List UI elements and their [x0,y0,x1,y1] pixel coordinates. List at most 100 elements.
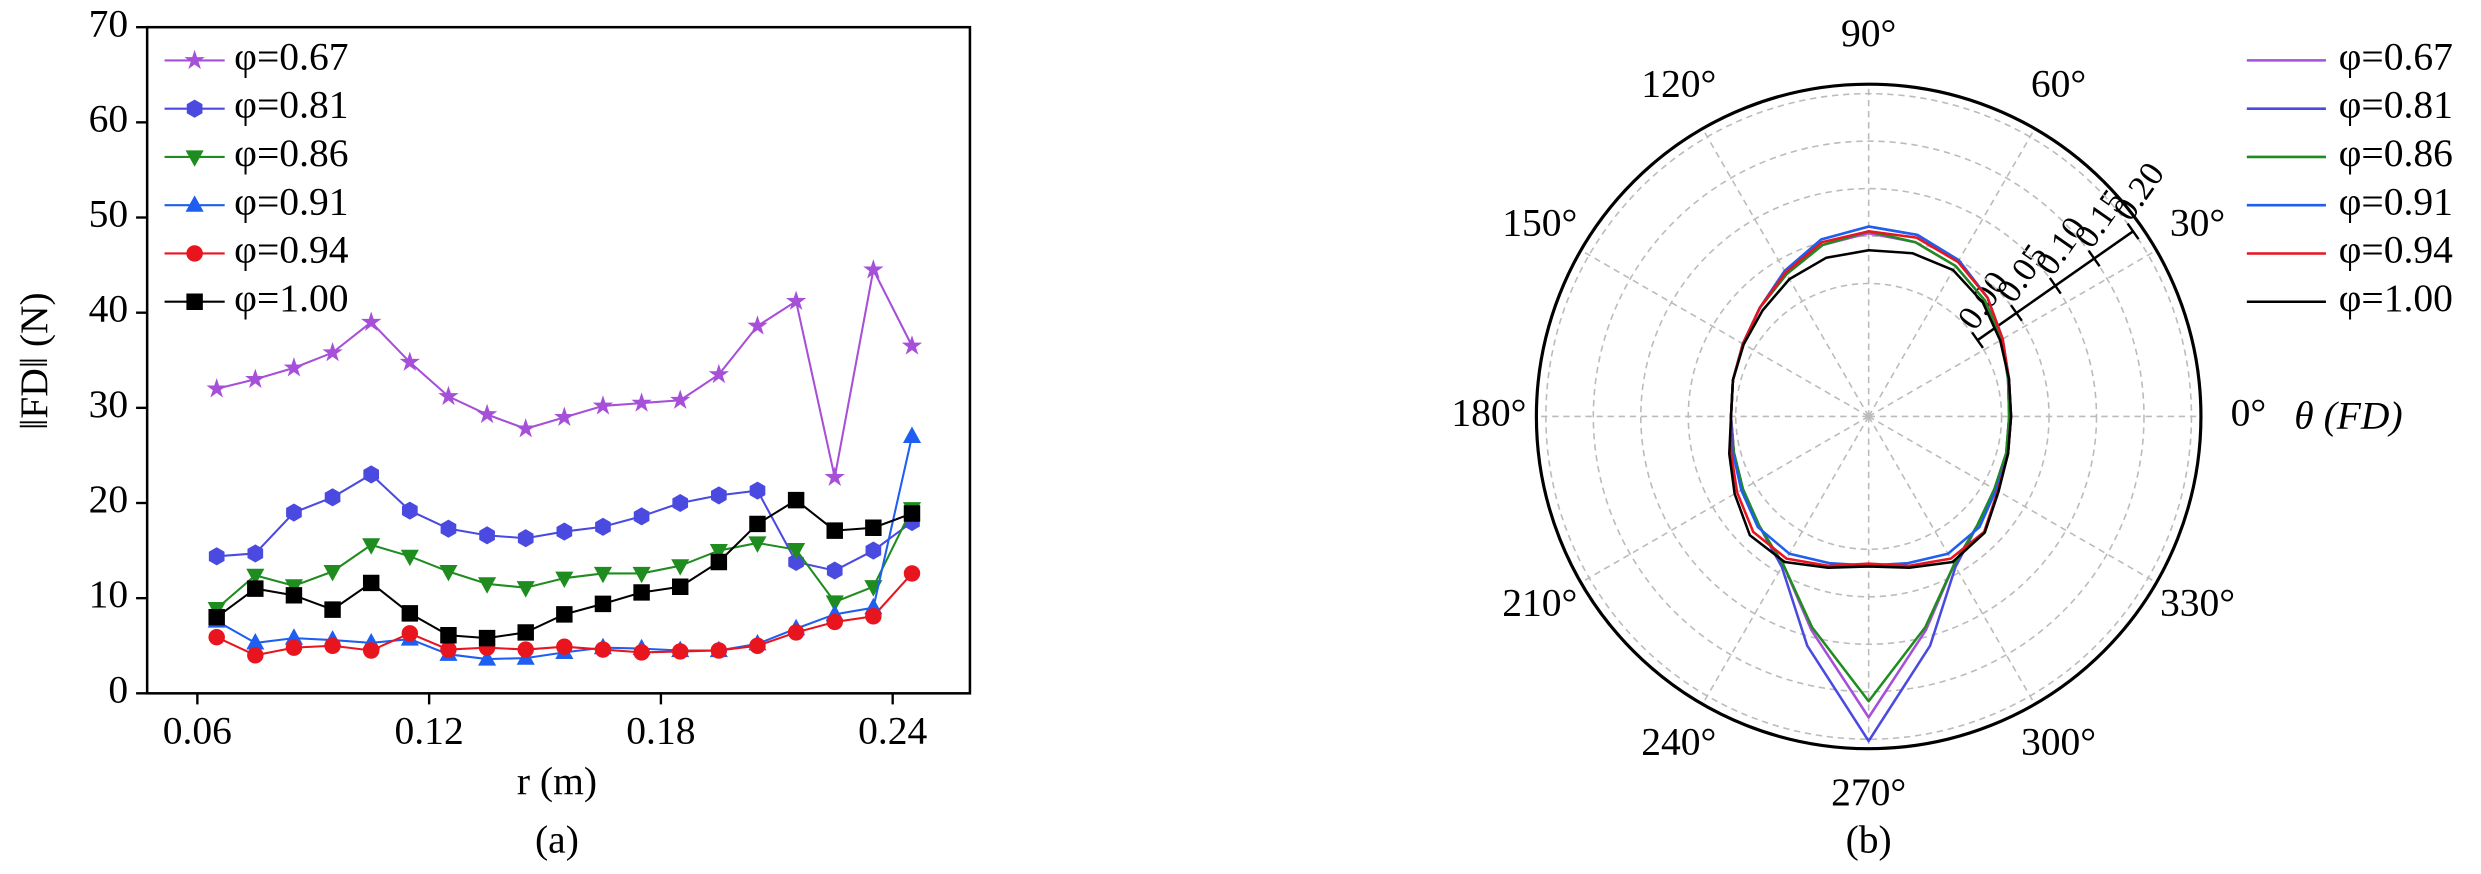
marker [439,564,458,582]
marker [517,641,534,658]
polar-axis-label: θ (FD) [2294,394,2402,438]
marker [478,649,497,666]
marker [710,553,728,571]
marker [184,49,205,70]
marker [361,311,382,331]
marker [826,613,843,631]
series-line [1729,225,2013,567]
theta-tick-label: 210° [1502,580,1577,624]
x-tick-label: 0.18 [626,709,695,753]
marker [902,426,922,443]
legend-label: φ=0.67 [234,34,348,78]
marker [323,564,342,582]
marker [517,529,534,548]
marker [748,536,767,553]
marker [903,565,921,582]
marker [747,315,768,335]
y-tick-label: 60 [89,96,129,140]
marker [476,403,498,424]
marker [515,418,536,438]
marker [478,629,496,647]
marker [246,633,265,650]
marker [788,552,804,572]
theta-tick-label: 90° [1841,11,1896,55]
y-tick-label: 30 [89,382,129,426]
theta-tick-label: 30° [2170,201,2225,245]
marker [186,99,203,118]
marker [283,357,305,377]
legend-label: φ=0.86 [234,131,348,175]
marker [362,642,380,659]
marker [595,517,611,536]
marker [631,392,652,412]
marker [285,639,303,656]
marker [399,351,420,371]
marker [186,245,203,262]
grid-spoke [1867,416,2036,705]
marker [671,559,690,576]
marker [787,543,806,560]
marker [401,501,418,520]
marker [206,378,227,398]
y-tick-label: 50 [89,192,129,236]
grid-circle [1545,92,2193,741]
grid-circle [1687,235,2050,598]
marker [826,522,843,539]
marker [824,466,845,486]
marker [438,385,459,406]
grid-spoke [1868,249,2157,418]
marker [324,488,341,507]
marker [865,608,882,625]
marker [826,561,843,580]
series-line [216,436,913,661]
marker [632,566,651,584]
marker [672,493,689,513]
marker [787,624,805,641]
marker [247,544,264,563]
marker [671,578,689,595]
r-tick [1971,331,1984,349]
theta-tick-label: 270° [1831,770,1906,814]
marker [592,395,614,415]
marker [363,465,380,484]
theta-tick-label: 60° [2031,62,2086,106]
marker [285,587,303,604]
marker [633,584,650,601]
marker [208,628,225,646]
marker [185,195,204,212]
marker [749,515,766,533]
marker [247,647,264,664]
theta-tick-label: 330° [2160,580,2235,624]
grid-spoke [1580,415,1870,584]
marker [324,601,341,618]
legend-label: φ=1.00 [234,276,348,320]
grid-spoke [1867,128,2036,417]
y-tick-label: 40 [89,287,129,331]
plot-frame [145,25,972,695]
marker [749,481,766,500]
legend-label: φ=0.81 [2339,83,2453,127]
marker [247,580,264,597]
marker [633,644,650,661]
theta-tick-label: 180° [1451,391,1526,435]
marker [401,605,419,622]
marker [556,606,573,623]
marker [324,637,341,654]
marker [711,486,727,505]
marker [787,491,805,509]
marker [246,568,265,586]
x-axis-label: r (m) [517,759,597,803]
marker [186,293,203,310]
marker [362,538,381,555]
marker [709,544,728,561]
marker [401,625,419,642]
grid-circle [1592,140,2145,693]
marker [440,641,457,658]
grid-spoke [1868,415,2157,584]
marker [554,406,575,427]
x-tick-label: 0.06 [163,709,232,753]
marker [478,577,497,594]
marker [517,624,534,641]
marker [555,571,574,589]
